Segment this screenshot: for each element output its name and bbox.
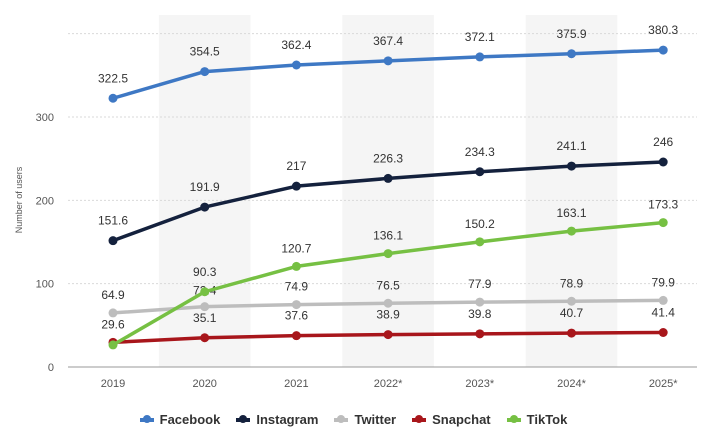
data-point-tiktok [200,287,210,297]
data-point-twitter [291,300,301,310]
data-point-facebook [108,93,118,103]
legend-label: Instagram [256,412,319,427]
data-label-tiktok: 150.2 [465,217,495,231]
data-label-snapchat: 38.9 [376,308,400,322]
y-tick-label: 300 [36,112,54,124]
data-point-instagram [658,157,668,167]
legend-item-tiktok[interactable]: TikTok [506,412,568,427]
data-point-twitter [658,295,668,305]
legend-item-instagram[interactable]: Instagram [236,412,318,427]
data-point-facebook [383,56,393,66]
data-label-facebook: 380.3 [648,23,678,37]
data-label-twitter: 64.9 [101,288,125,302]
data-label-twitter: 74.9 [285,280,309,294]
data-label-instagram: 246 [653,135,673,149]
legend-swatch-icon [506,414,521,423]
data-label-snapchat: 35.1 [193,311,217,325]
data-label-facebook: 375.9 [556,27,586,41]
data-point-tiktok [383,249,393,259]
legend-swatch-icon [236,414,251,423]
y-axis-label: Number of users [14,166,24,233]
legend-label: Twitter [354,412,397,427]
data-label-snapchat: 29.6 [101,317,125,331]
data-label-tiktok: 90.3 [193,265,217,279]
data-label-snapchat: 41.4 [652,306,676,320]
data-point-snapchat [567,328,576,338]
data-point-instagram [200,202,210,212]
data-point-facebook [567,49,576,59]
data-point-twitter [200,302,210,312]
column-band [342,15,434,367]
data-point-twitter [567,296,576,306]
data-point-instagram [291,181,301,191]
legend-item-twitter[interactable]: Twitter [334,412,396,427]
data-label-facebook: 322.5 [98,71,128,85]
data-point-tiktok [475,237,485,247]
data-point-twitter [383,298,393,308]
data-label-instagram: 234.3 [465,145,495,159]
data-label-twitter: 78.9 [560,276,584,290]
data-point-snapchat [658,328,668,337]
data-point-facebook [475,52,485,62]
y-tick-label: 100 [36,279,54,291]
data-point-instagram [108,236,118,246]
data-label-snapchat: 40.7 [560,306,584,320]
data-label-facebook: 367.4 [373,34,403,48]
y-tick-label: 200 [36,195,54,207]
x-tick-label: 2021 [284,378,308,390]
data-point-twitter [475,297,485,307]
data-point-tiktok [108,340,118,350]
chart-legend: Facebook Instagram Twitter Snapchat TikTok [0,412,707,427]
data-point-snapchat [200,333,210,343]
data-label-instagram: 241.1 [556,139,586,153]
x-tick-label: 2025* [649,378,678,390]
data-label-facebook: 354.5 [190,45,220,59]
data-label-twitter: 77.9 [468,277,492,291]
x-tick-label: 2024* [557,378,586,390]
data-point-snapchat [475,329,485,339]
legend-label: Snapchat [432,412,491,427]
data-label-snapchat: 37.6 [285,309,309,323]
data-point-twitter [108,308,118,318]
data-label-snapchat: 39.8 [468,307,492,321]
data-label-instagram: 151.6 [98,214,128,228]
data-point-facebook [291,60,301,70]
data-point-instagram [383,173,393,183]
column-band [525,15,618,367]
x-tick-label: 2022* [374,378,403,390]
legend-label: Facebook [159,412,221,427]
data-point-facebook [658,45,668,55]
data-label-instagram: 226.3 [373,151,403,165]
y-tick-label: 0 [48,362,54,374]
x-tick-label: 2020 [192,378,216,390]
data-point-instagram [567,161,576,171]
x-tick-label: 2023* [465,378,494,390]
data-label-tiktok: 136.1 [373,229,403,243]
legend-item-snapchat[interactable]: Snapchat [412,412,491,427]
data-label-instagram: 217 [286,159,306,173]
data-label-instagram: 191.9 [190,180,220,194]
legend-label: TikTok [526,412,568,427]
data-label-facebook: 362.4 [281,38,311,52]
data-point-tiktok [567,226,576,236]
data-label-tiktok: 120.7 [281,241,311,255]
x-tick-label: 2019 [101,378,125,390]
legend-swatch-icon [412,414,427,423]
data-label-facebook: 372.1 [465,30,495,44]
data-label-tiktok: 163.1 [556,206,586,220]
data-point-snapchat [291,331,301,341]
data-point-snapchat [383,330,393,340]
data-label-tiktok: 173.3 [648,198,678,212]
data-label-twitter: 76.5 [376,278,400,292]
data-point-tiktok [658,218,668,228]
data-point-tiktok [291,261,301,271]
data-point-instagram [475,167,485,177]
legend-swatch-icon [139,414,154,423]
legend-swatch-icon [334,414,349,423]
legend-item-facebook[interactable]: Facebook [139,412,221,427]
data-label-twitter: 79.9 [652,275,676,289]
data-point-facebook [200,67,210,77]
